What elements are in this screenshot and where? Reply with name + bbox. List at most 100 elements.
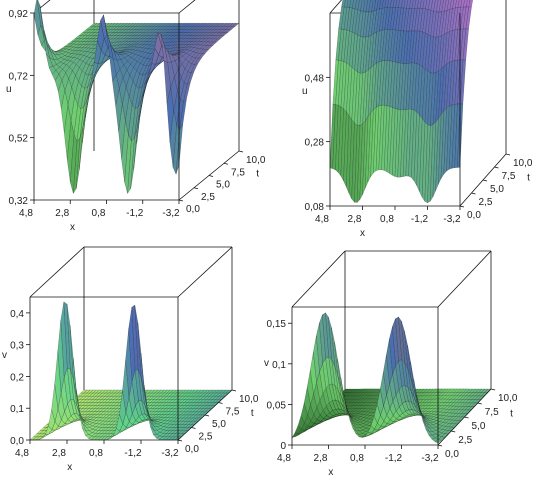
x-tick-label: -1,2 xyxy=(411,214,429,225)
z-tick-label: 0,72 xyxy=(9,71,29,82)
t-tick-label: 0,0 xyxy=(186,204,200,215)
z-axis-label: u xyxy=(6,84,12,95)
box-edge xyxy=(33,0,51,14)
t-tick-label: 0,0 xyxy=(185,444,199,455)
t-tick-mark xyxy=(231,389,237,392)
z-tick-label: 0,52 xyxy=(9,134,29,145)
x-tick-label: -3,2 xyxy=(443,214,461,225)
t-tick-mark xyxy=(193,187,199,190)
x-axis-label: x xyxy=(328,467,333,478)
t-tick-label: 7,5 xyxy=(485,407,499,418)
box-edge xyxy=(178,0,196,14)
x-tick-label: -1,2 xyxy=(124,448,142,459)
t-tick-label: 0,0 xyxy=(445,449,459,460)
t-tick-label: 5,0 xyxy=(216,180,230,191)
t-tick-mark xyxy=(505,153,511,156)
surface-plot-1: 4,8 2,8 0,8 -1,2 -3,2 x 0,02,55,07,510,0 t 0,32 0… xyxy=(6,0,266,233)
t-tick-label: 2,5 xyxy=(201,192,215,203)
x-tick-label: 4,8 xyxy=(277,453,291,464)
t-tick-label: 2,5 xyxy=(458,435,472,446)
z-tick-label: 0,1 xyxy=(272,360,286,371)
x-tick-label: -1,2 xyxy=(385,453,403,464)
z-tick-label: 0,4 xyxy=(10,309,24,320)
box-edge xyxy=(437,250,492,308)
surface-mesh xyxy=(291,312,492,444)
t-axis-label: t xyxy=(256,169,259,180)
z-tick-label: 0 xyxy=(280,441,286,452)
t-tick-label: 5,0 xyxy=(212,419,226,430)
x-tick-label: 2,8 xyxy=(348,214,362,225)
t-tick-mark xyxy=(464,416,469,419)
t-tick-label: 7,5 xyxy=(231,167,245,178)
surface-mesh xyxy=(329,0,473,204)
surface-plot-4: 4,8 2,8 0,8 -1,2 -3,2 x 0,0 2,55,0 7,5 10,0 t 0 0,05… xyxy=(264,250,518,478)
z-axis-label: v xyxy=(2,350,7,361)
box-edge xyxy=(29,246,85,298)
z-tick-label: 0,3 xyxy=(10,341,24,352)
t-tick-mark xyxy=(208,175,214,177)
x-axis-label: x xyxy=(67,462,72,473)
x-tick-label: 4,8 xyxy=(315,214,329,225)
surface-plot-3: 4,8 2,8 0,8 -1,2 -3,2x0,02,55,07,510,0t0,00,… xyxy=(2,246,259,473)
t-tick-mark xyxy=(204,414,210,417)
t-tick-mark xyxy=(490,388,496,391)
t-tick-mark xyxy=(238,150,244,153)
t-tick-mark xyxy=(437,444,443,447)
t-tick-mark xyxy=(494,166,499,169)
t-tick-label: 2,5 xyxy=(479,197,493,208)
x-tick-label: 0,8 xyxy=(89,448,103,459)
t-tick-label: 7,5 xyxy=(226,407,240,418)
z-tick-label: 0,2 xyxy=(10,372,24,383)
x-tick-label: 0,8 xyxy=(380,214,394,225)
t-tick-mark xyxy=(477,402,482,405)
x-tick-label: -3,2 xyxy=(161,448,179,459)
x-axis-label: x xyxy=(360,228,365,239)
x-tick-label: 2,8 xyxy=(55,208,69,219)
z-axis-label: v xyxy=(264,358,269,369)
t-axis-label: t xyxy=(527,173,530,184)
x-tick-label: 2,8 xyxy=(314,453,328,464)
z-axis-label: u xyxy=(302,86,308,97)
t-tick-label: 10,0 xyxy=(498,393,518,404)
t-tick-mark xyxy=(218,402,223,404)
t-tick-mark xyxy=(177,439,183,442)
t-tick-label: 0,0 xyxy=(467,210,481,221)
z-tick-label: 0,92 xyxy=(9,9,29,20)
z-tick-label: 0,28 xyxy=(305,138,325,149)
x-tick-label: 0,8 xyxy=(350,453,364,464)
x-tick-label: -3,2 xyxy=(162,208,180,219)
t-tick-label: 10,0 xyxy=(513,158,533,169)
z-tick-label: 0,05 xyxy=(267,400,287,411)
surface-mesh xyxy=(33,0,240,194)
t-tick-label: 5,0 xyxy=(472,421,486,432)
t-tick-mark xyxy=(191,427,196,429)
t-tick-label: 7,5 xyxy=(502,171,516,182)
t-axis-label: t xyxy=(510,409,513,420)
x-tick-label: -3,2 xyxy=(421,453,439,464)
t-tick-label: 10,0 xyxy=(246,155,266,166)
z-tick-label: 0,32 xyxy=(9,196,29,207)
t-tick-mark xyxy=(482,179,488,182)
box-edge xyxy=(291,250,346,308)
t-tick-label: 10,0 xyxy=(239,394,259,405)
box-edge xyxy=(177,246,233,298)
x-tick-label: 2,8 xyxy=(52,448,66,459)
z-tick-label: 0,48 xyxy=(305,73,325,84)
surface-mesh xyxy=(29,301,233,441)
x-tick-label: 0,8 xyxy=(92,208,106,219)
z-tick-label: 0,0 xyxy=(10,436,24,447)
z-tick-label: 0,1 xyxy=(10,404,24,415)
x-axis-label: x xyxy=(70,222,75,233)
t-tick-label: 2,5 xyxy=(199,432,213,443)
box-edge xyxy=(329,0,343,14)
x-tick-label: -1,2 xyxy=(126,208,144,219)
t-tick-mark xyxy=(223,162,229,165)
t-axis-label: t xyxy=(251,408,254,419)
x-tick-label: 4,8 xyxy=(19,208,33,219)
t-tick-mark xyxy=(178,199,184,202)
surface-plot-2: 4,8 2,8 0,8 -1,2 -3,2 x 0,0 2,5 5,0 7,5 10,0 t 0,08 0… xyxy=(302,0,533,239)
z-tick-label: 0,08 xyxy=(305,202,325,213)
x-tick-label: 4,8 xyxy=(15,448,29,459)
t-tick-mark xyxy=(471,192,476,195)
